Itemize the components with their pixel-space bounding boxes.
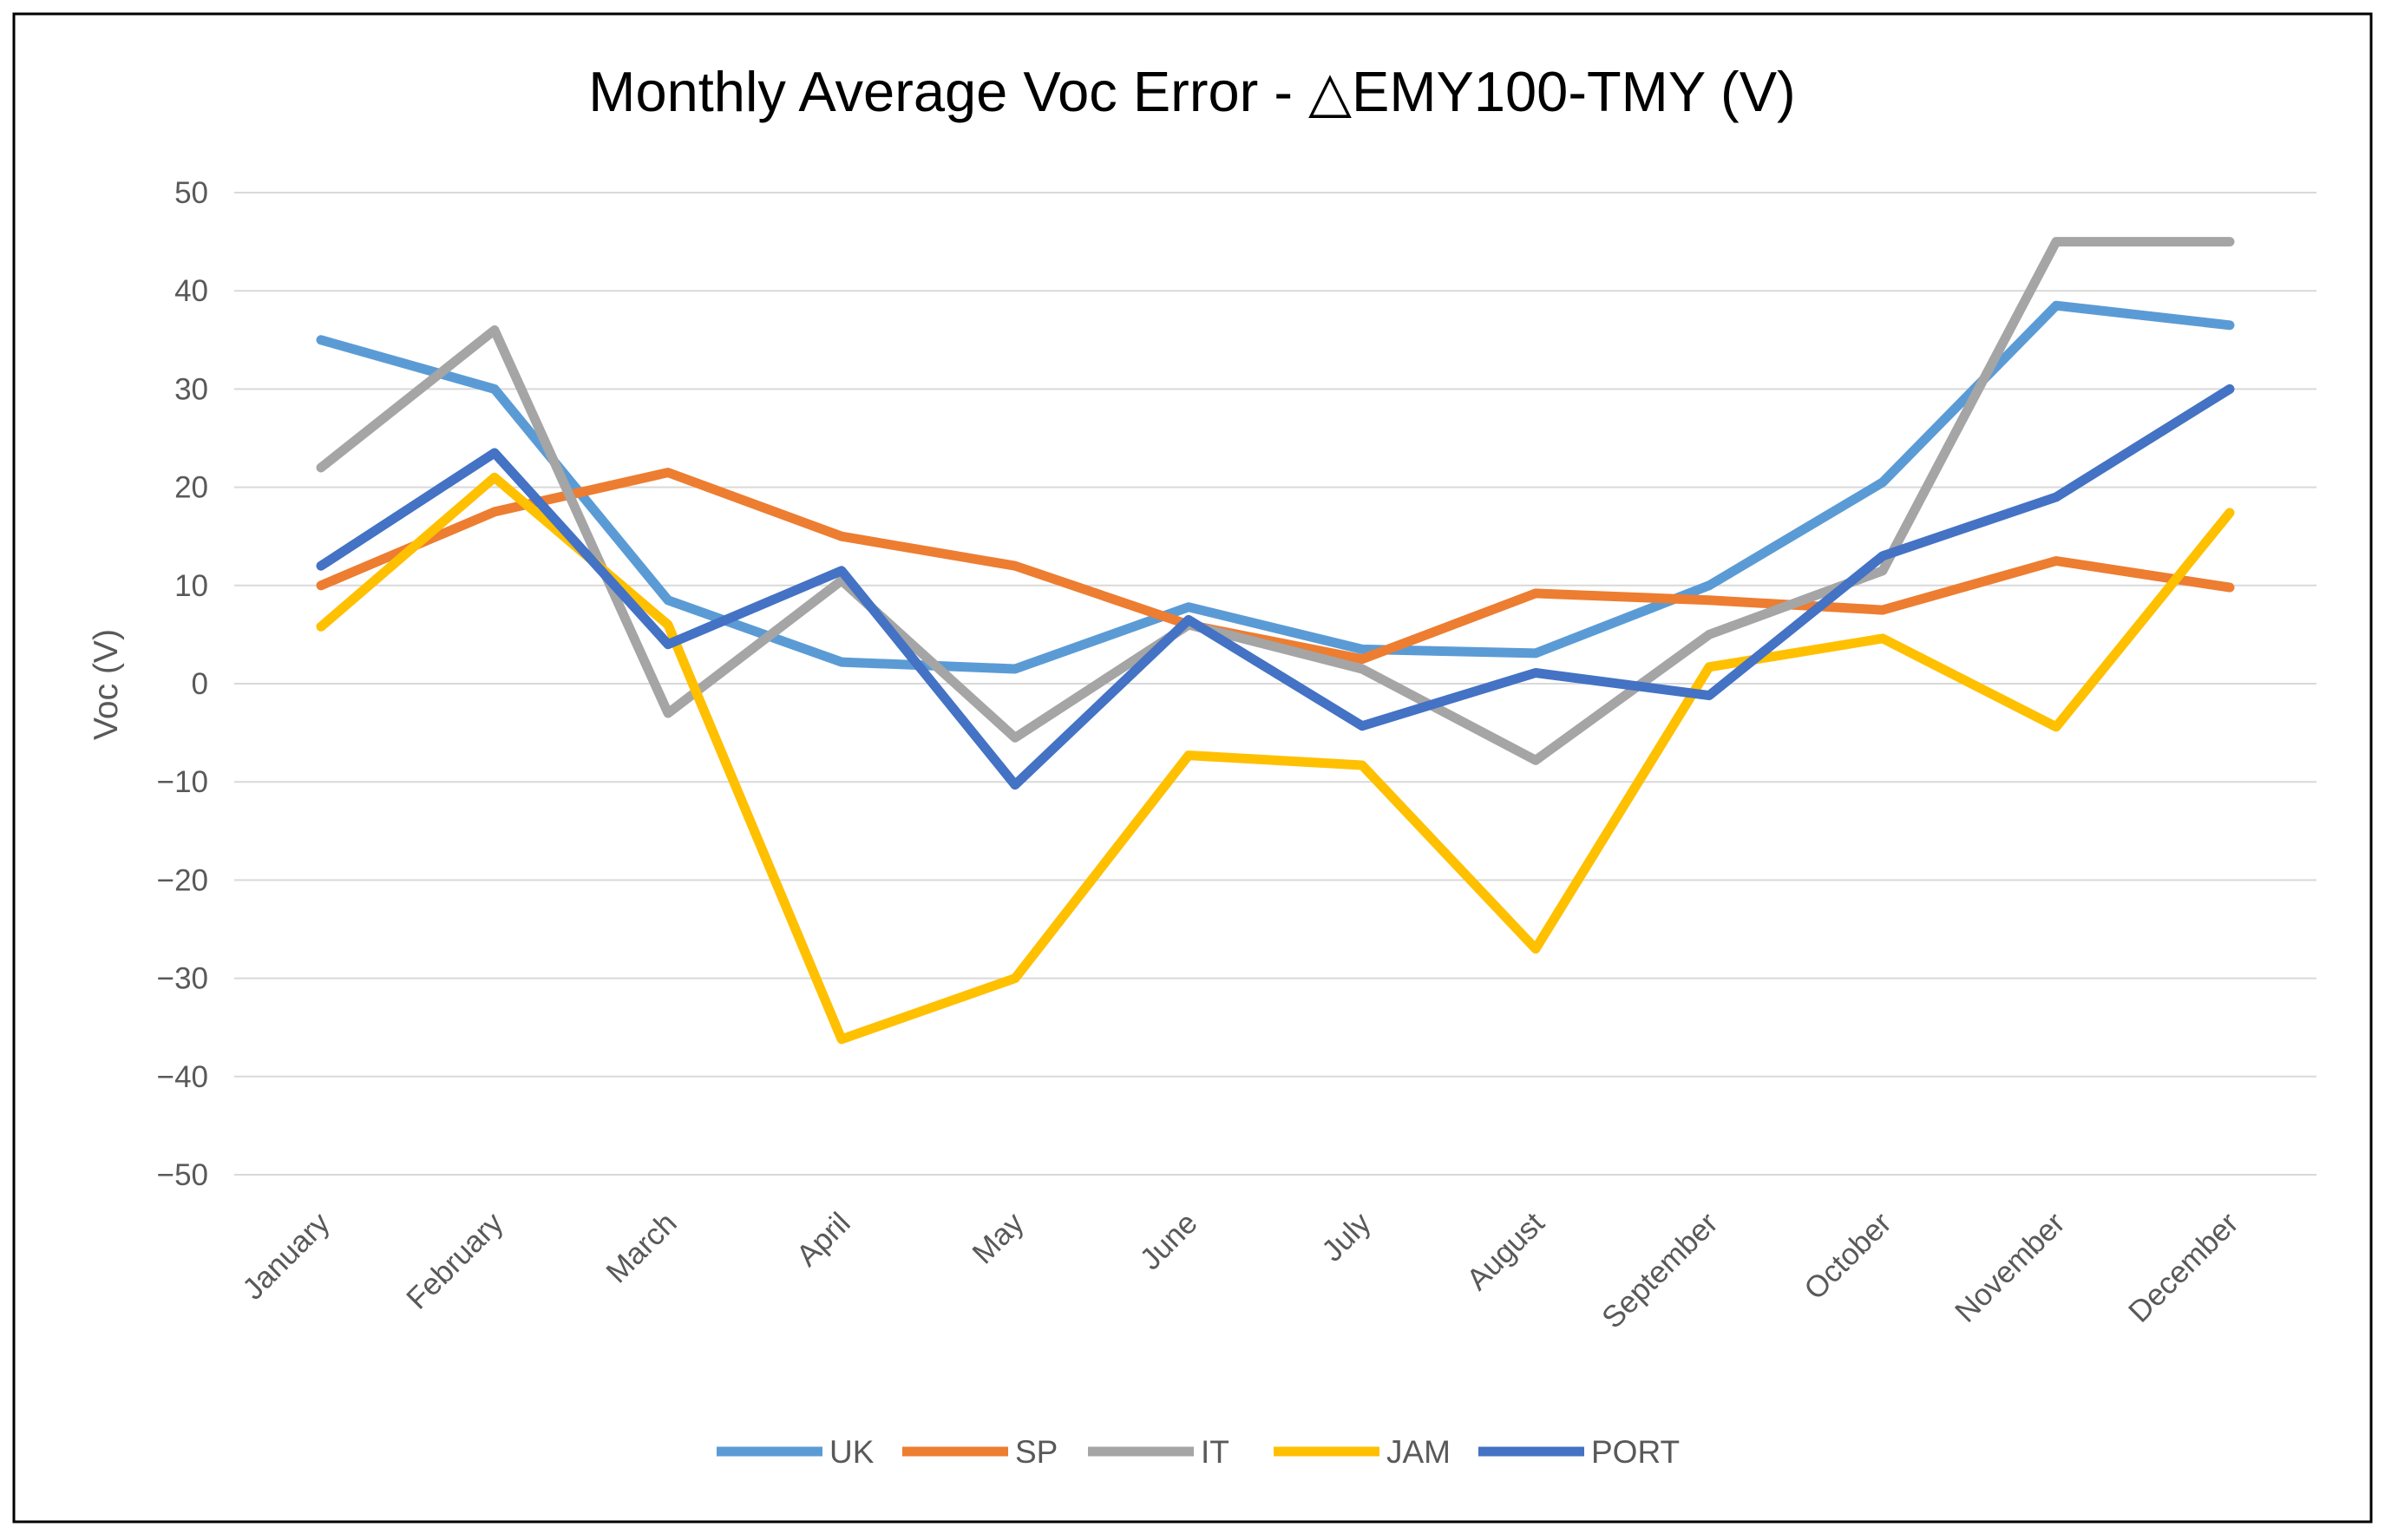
y-tick-label: −40 (157, 1060, 208, 1094)
legend-label-port: PORT (1591, 1434, 1680, 1470)
legend-label-it: IT (1201, 1434, 1229, 1470)
y-tick-label: 50 (174, 176, 208, 210)
y-tick-label: 10 (174, 569, 208, 603)
y-tick-label: −10 (157, 765, 208, 799)
legend-label-jam: JAM (1386, 1434, 1451, 1470)
y-tick-label: −20 (157, 863, 208, 897)
y-tick-label: 0 (192, 667, 208, 701)
chart-title: Monthly Average Voc Error - △EMY100-TMY … (588, 60, 1795, 123)
legend-label-uk: UK (829, 1434, 875, 1470)
y-tick-label: −30 (157, 962, 208, 996)
y-axis-title: Voc (V) (88, 629, 125, 740)
y-tick-label: 30 (174, 372, 208, 406)
y-tick-label: −50 (157, 1158, 208, 1192)
y-tick-label: 40 (174, 274, 208, 308)
y-tick-label: 20 (174, 471, 208, 505)
legend-label-sp: SP (1015, 1434, 1058, 1470)
